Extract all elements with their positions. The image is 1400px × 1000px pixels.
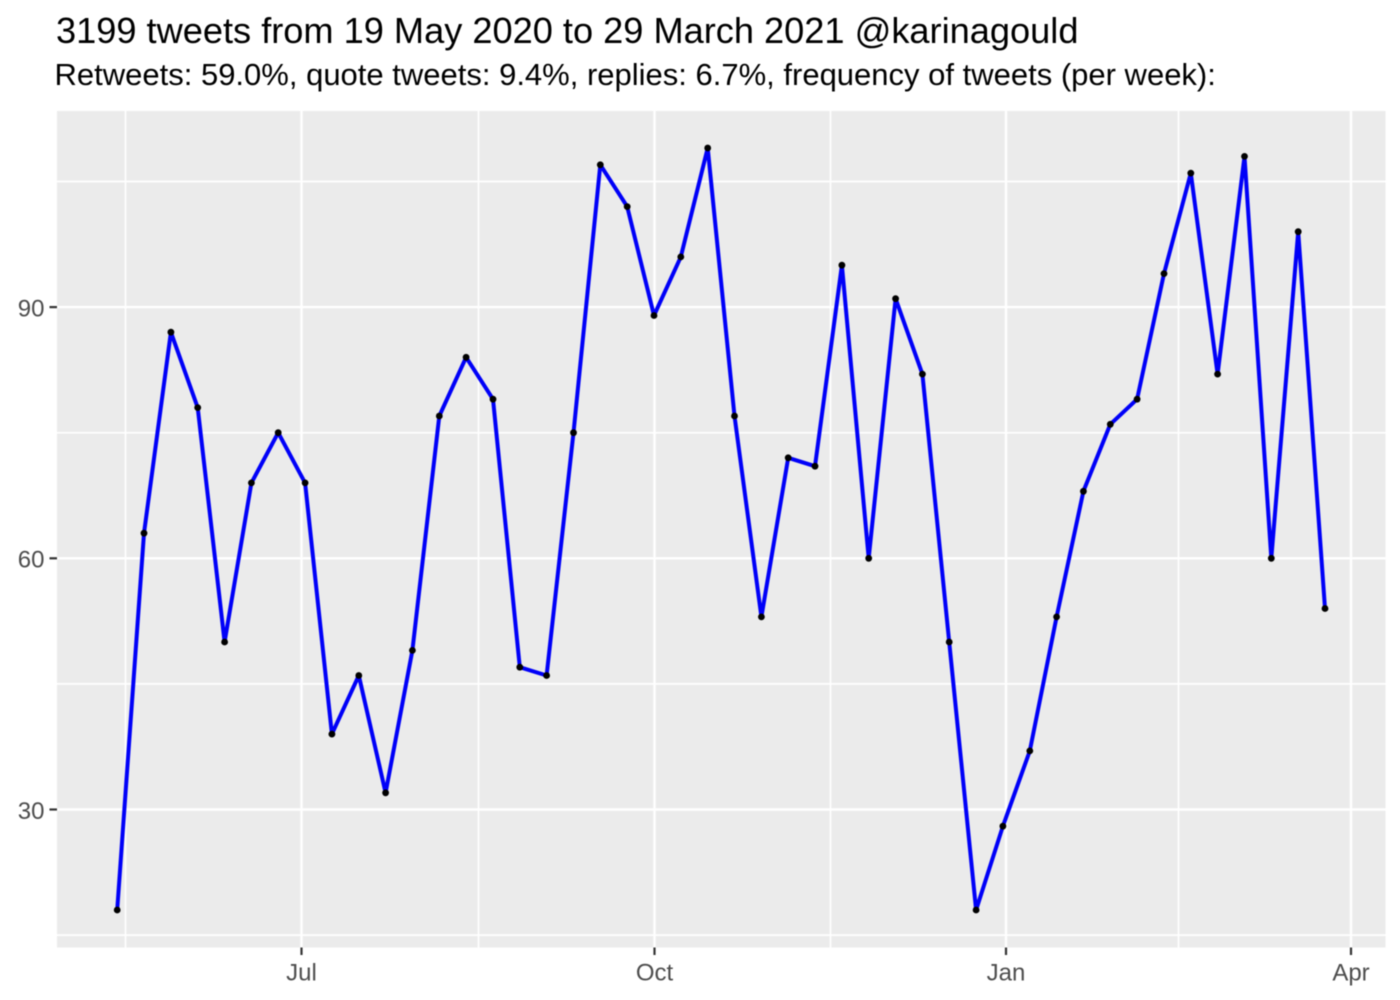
svg-text:30: 30 [18,798,45,825]
svg-text:90: 90 [18,296,45,323]
svg-text:Apr: Apr [1332,960,1369,987]
svg-text:Oct: Oct [636,960,674,987]
svg-text:Jul: Jul [286,960,317,987]
svg-text:60: 60 [18,547,45,574]
svg-text:3199 tweets from 19 May 2020 t: 3199 tweets from 19 May 2020 to 29 March… [56,10,1078,51]
svg-text:Retweets: 59.0%, quote tweets:: Retweets: 59.0%, quote tweets: 9.4%, rep… [55,57,1216,92]
svg-text:Jan: Jan [987,960,1026,987]
